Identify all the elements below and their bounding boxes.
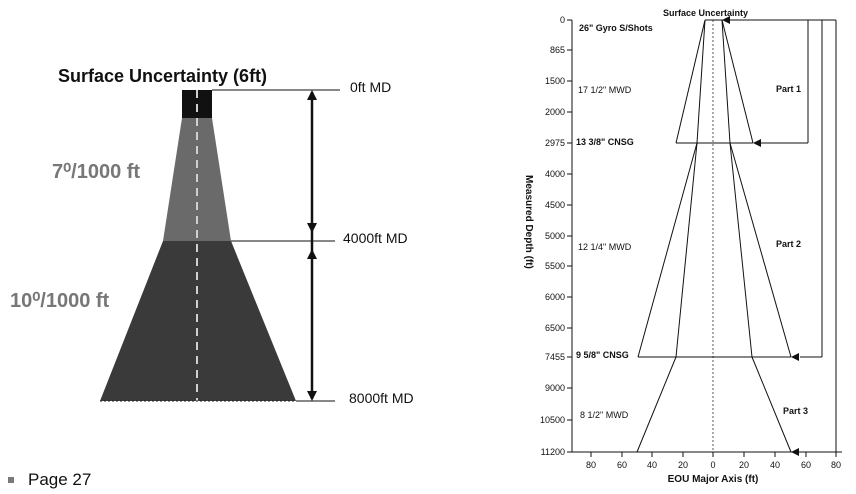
y-tick-label: 5500: [545, 261, 565, 271]
y-tick-label: 6500: [545, 323, 565, 333]
y-tick-label: 2000: [545, 107, 565, 117]
page-footer: Page 27: [8, 470, 91, 490]
y-tick-label: 6000: [545, 292, 565, 302]
y-tick-label: 4500: [545, 200, 565, 210]
arrowhead-bottom: [307, 391, 317, 401]
part-1-label: Part 1: [776, 84, 801, 94]
y-tick-label: 4000: [545, 169, 565, 179]
x-tick-label: 80: [586, 460, 596, 470]
x-tick-label: 20: [739, 460, 749, 470]
annotation-gyro: 26" Gyro S/Shots: [579, 23, 653, 33]
rate-upper-label: 7⁰/1000 ft: [52, 161, 140, 183]
page-label: Page 27: [28, 470, 92, 489]
x-tick-label: 80: [831, 460, 841, 470]
annotation-cnsg-9: 9 5/8" CNSG: [576, 350, 629, 360]
y-tick-label: 2975: [545, 138, 565, 148]
annotation-mwd-8: 8 1/2" MWD: [580, 410, 629, 420]
arrowhead-4000-down: [307, 249, 317, 259]
uncertainty-cone-lines: [636, 19, 792, 453]
arrowhead-top: [307, 90, 317, 100]
bullet-icon: [8, 477, 14, 483]
x-tick-label: 0: [710, 460, 715, 470]
x-tick-label: 60: [801, 460, 811, 470]
depth-label-4000: 4000ft MD: [343, 230, 408, 246]
y-tick-label: 11200: [541, 447, 565, 457]
y-tick-label: 1500: [545, 76, 565, 86]
annotation-cnsg-13: 13 3/8" CNSG: [576, 137, 634, 147]
y-tick-label: 5000: [545, 231, 565, 241]
y-tick-label: 0: [560, 15, 565, 25]
arrowhead-surface: [722, 16, 730, 24]
y-tick-label: 865: [550, 45, 565, 55]
y-tick-label: 10500: [540, 415, 565, 425]
chart-title: Surface Uncertainty: [663, 8, 748, 18]
part-3-label: Part 3: [783, 406, 808, 416]
x-tick-label: 20: [678, 460, 688, 470]
arrowhead-4000-up: [307, 223, 317, 233]
y-ticks: [567, 19, 572, 453]
y-axis-label: Measured Depth (ft): [523, 175, 534, 269]
y-tick-label: 9000: [545, 383, 565, 393]
arrowhead-part2: [791, 353, 799, 361]
y-tick-label: 7455: [545, 352, 565, 362]
x-tick-label: 40: [770, 460, 780, 470]
x-tick-labels: 80 60 40 20 0 20 40 60 80: [586, 460, 841, 470]
arrowhead-part1: [753, 139, 761, 147]
x-tick-label: 60: [617, 460, 627, 470]
annotation-mwd-12: 12 1/4" MWD: [578, 242, 632, 252]
part-brackets: [722, 19, 837, 453]
depth-label-8000: 8000ft MD: [349, 390, 414, 406]
arrowhead-part3: [791, 448, 799, 456]
annotation-mwd-17: 17 1/2" MWD: [578, 85, 632, 95]
depth-label-0: 0ft MD: [350, 79, 391, 95]
x-tick-label: 40: [647, 460, 657, 470]
x-ticks: [590, 452, 837, 457]
surface-uncertainty-title: Surface Uncertainty (6ft): [58, 66, 267, 86]
rate-lower-label: 10⁰/1000 ft: [10, 290, 110, 312]
y-tick-labels: 0 865 1500 2000 2975 4000 4500 5000 5500…: [540, 15, 565, 457]
x-axis-label: EOU Major Axis (ft): [668, 474, 759, 485]
part-2-label: Part 2: [776, 239, 801, 249]
